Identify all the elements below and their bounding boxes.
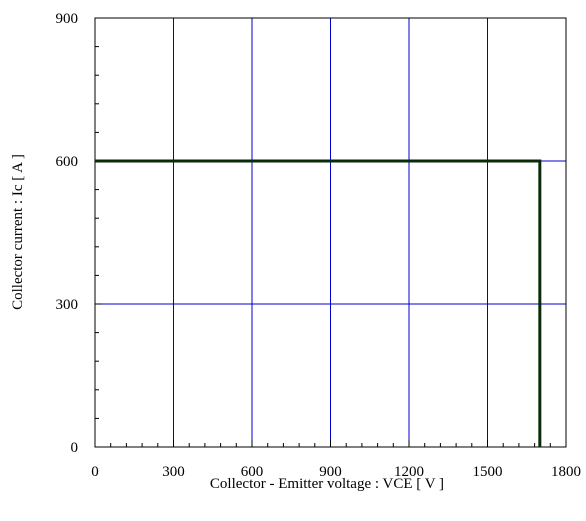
grid-lines [95, 18, 566, 447]
x-tick-label: 1200 [394, 464, 424, 480]
soa-boundary-line [95, 159, 542, 447]
y-tick-label: 600 [56, 154, 79, 170]
x-tick-label: 0 [91, 464, 99, 480]
series-group [95, 159, 542, 447]
x-tick-label: 900 [319, 464, 342, 480]
y-tick-label: 300 [56, 297, 79, 313]
plot-frame [94, 17, 567, 448]
x-tick-label: 600 [241, 464, 264, 480]
x-tick-label: 300 [162, 464, 185, 480]
y-axis-title: Collector current : Ic [ A ] [10, 154, 26, 310]
y-tick-labels: 0 300 600 900 [56, 11, 79, 456]
y-tick-label: 900 [56, 11, 79, 27]
y-tick-label: 0 [71, 440, 79, 456]
x-axis-title: Collector - Emitter voltage : VCE [ V ] [210, 476, 444, 492]
x-tick-labels: 0 300 600 900 1200 1500 1800 [91, 464, 581, 480]
x-tick-label: 1800 [551, 464, 581, 480]
x-tick-label: 1500 [473, 464, 503, 480]
